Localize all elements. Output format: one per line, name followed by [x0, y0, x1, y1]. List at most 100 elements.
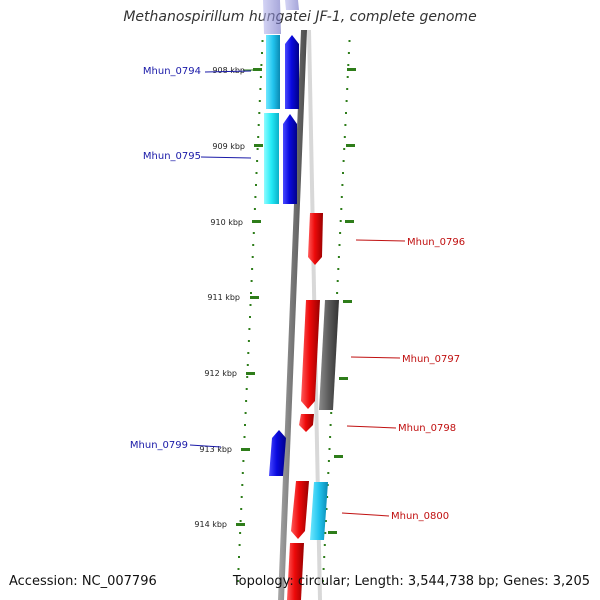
- ruler-dot: [247, 340, 250, 342]
- ruler-tick-right: [343, 300, 352, 303]
- ruler-dot: [323, 556, 326, 558]
- gene-0795-rna: [264, 113, 279, 204]
- ruler-dot: [338, 244, 341, 246]
- ruler-dot: [326, 496, 329, 498]
- tick-label-913: 913 kbp: [199, 445, 232, 454]
- ruler-dot: [240, 496, 243, 498]
- ruler-dot: [258, 100, 261, 102]
- ruler-dot: [244, 424, 246, 426]
- ruler-tick-right: [328, 531, 337, 534]
- ruler-tick: 914 kbp: [194, 520, 245, 529]
- ruler-dot: [244, 412, 247, 414]
- ruler-dot: [327, 472, 330, 474]
- ruler-dot: [241, 472, 244, 474]
- ruler-dot: [346, 76, 349, 78]
- ruler-dot: [254, 196, 257, 198]
- ruler-dot: [255, 172, 258, 174]
- ruler-dot: [242, 460, 245, 462]
- gene-0797-other: [319, 300, 339, 410]
- gene-partial-bottom: [287, 543, 304, 600]
- ruler-dot: [336, 292, 339, 294]
- ruler-tick-right: [345, 220, 354, 223]
- ruler-dot: [344, 124, 347, 126]
- ruler-dot: [243, 436, 246, 438]
- ruler-dot: [241, 484, 244, 486]
- ruler-dot: [257, 124, 260, 126]
- gene-label-mhun-0794[interactable]: Mhun_0794: [143, 66, 201, 77]
- ruler-dot: [345, 100, 348, 102]
- ruler-dot: [258, 112, 261, 114]
- ruler-dot: [340, 196, 343, 198]
- ruler-dot: [246, 376, 249, 378]
- ruler-dot: [341, 184, 344, 186]
- ruler-dot: [339, 232, 342, 234]
- gene-0797-cds: [301, 300, 320, 409]
- ruler-dot: [248, 328, 251, 330]
- backbone-faint-top: [263, 0, 281, 34]
- gene-label-mhun-0797[interactable]: Mhun_0797: [402, 354, 460, 365]
- ruler-tick: 908 kbp: [212, 66, 262, 75]
- ruler-dot: [256, 148, 259, 150]
- ruler-dot: [340, 208, 343, 210]
- ruler-dot: [337, 268, 340, 270]
- ruler-dot: [252, 232, 255, 234]
- gene-label-mhun-0800[interactable]: Mhun_0800: [391, 511, 449, 522]
- ruler-dot: [325, 508, 328, 510]
- gene-mhun-0797[interactable]: Mhun_0797: [301, 300, 460, 410]
- gene-mhun-0799[interactable]: Mhun_0799: [130, 430, 286, 476]
- ruler-dot: [256, 160, 259, 162]
- accession-text: Accession: NC_007796: [9, 574, 157, 589]
- gene-label-mhun-0796[interactable]: Mhun_0796: [407, 237, 465, 248]
- ruler-tick: 910 kbp: [210, 218, 261, 227]
- gene-label-mhun-0798[interactable]: Mhun_0798: [398, 423, 456, 434]
- gene-mhun-0800[interactable]: Mhun_0800: [291, 481, 449, 540]
- ruler-dot: [327, 460, 330, 462]
- genome-backbone: [278, 30, 307, 600]
- ruler-dot: [339, 220, 342, 222]
- ruler-dot: [323, 544, 326, 546]
- gene-mhun-0796[interactable]: Mhun_0796: [308, 213, 465, 265]
- ruler-dot: [251, 268, 254, 270]
- gene-0796-cds: [308, 213, 323, 265]
- ruler-dot: [345, 112, 347, 114]
- ruler-tick-right: [347, 68, 356, 71]
- ruler-dot: [240, 508, 243, 510]
- ruler-dot: [329, 424, 332, 426]
- ruler-dot: [259, 76, 262, 78]
- ruler-dot: [329, 436, 332, 438]
- gene-mhun-0794[interactable]: Mhun_0794: [143, 35, 299, 109]
- ruler-dot: [348, 40, 351, 42]
- ruler-dot: [245, 400, 248, 402]
- ruler-dot: [337, 256, 340, 258]
- ruler-tick-right: [334, 455, 343, 458]
- topology-text: Topology: circular; Length: 3,544,738 bp…: [232, 574, 590, 589]
- ruler-dot: [347, 64, 350, 66]
- gene-0800-rna: [310, 482, 328, 540]
- gene-mhun-0798[interactable]: Mhun_0798: [299, 414, 456, 434]
- gene-label-mhun-0795[interactable]: Mhun_0795: [143, 151, 201, 162]
- gene-label-mhun-0799[interactable]: Mhun_0799: [130, 440, 188, 451]
- ruler-dot: [239, 520, 242, 522]
- ruler-dot: [251, 256, 254, 258]
- ruler-dot: [247, 352, 250, 354]
- ruler-dot: [236, 580, 239, 582]
- tick-label-910: 910 kbp: [210, 218, 243, 227]
- ruler-dot: [261, 52, 263, 54]
- ruler-dot: [245, 388, 248, 390]
- ruler-dot: [250, 292, 252, 294]
- ruler-tick-right: [346, 144, 355, 147]
- ruler-dot: [336, 280, 339, 282]
- ruler-dot: [253, 208, 256, 210]
- ruler-dot: [322, 580, 324, 582]
- gene-mhun-0795[interactable]: Mhun_0795: [143, 113, 297, 204]
- tick-label-911: 911 kbp: [207, 293, 240, 302]
- gene-0799-cds: [269, 430, 286, 476]
- ruler-dot: [238, 544, 241, 546]
- ruler-tick-right: [339, 377, 348, 380]
- gene-0795-cds: [283, 114, 297, 204]
- ruler-dot: [343, 148, 346, 150]
- ruler-dot: [346, 88, 349, 90]
- ruler-tick: 909 kbp: [212, 142, 263, 151]
- gene-0800-cds: [291, 481, 309, 539]
